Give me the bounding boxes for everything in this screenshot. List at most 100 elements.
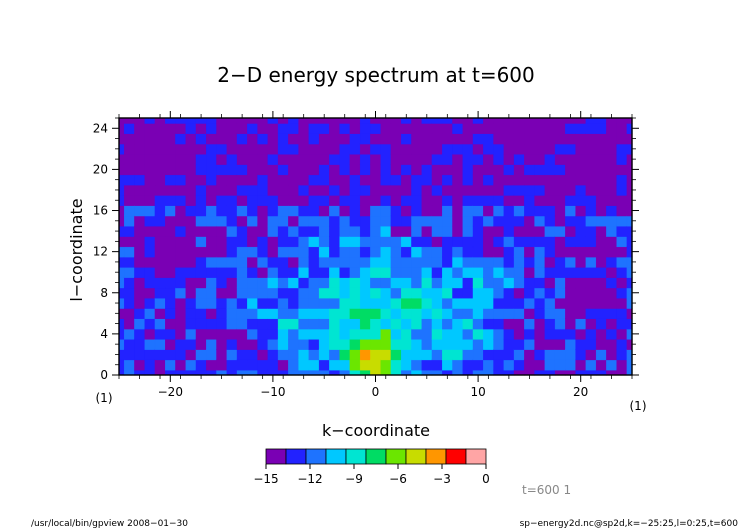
contour-cell (380, 184, 392, 196)
contour-cell (339, 164, 351, 176)
contour-cell (616, 349, 628, 361)
contour-cell (185, 143, 197, 155)
contour-cell (288, 153, 300, 165)
contour-cell (123, 359, 135, 371)
contour-cell (288, 236, 300, 248)
contour-cell (288, 117, 300, 124)
contour-cell (329, 122, 341, 134)
contour-cell (118, 287, 125, 299)
contour-cell (267, 246, 279, 258)
contour-cell (400, 338, 412, 350)
contour-cell (206, 349, 218, 361)
contour-cell (585, 359, 597, 371)
contour-cell (267, 256, 279, 268)
contour-cell (380, 256, 392, 268)
contour-cell (595, 153, 607, 165)
contour-cell (339, 205, 351, 217)
contour-cell (318, 246, 330, 258)
contour-cell (339, 153, 351, 165)
contour-cell (277, 117, 289, 124)
contour-cell (165, 174, 176, 186)
contour-cell (195, 359, 207, 371)
contour-cell (462, 338, 474, 350)
contour-cell (554, 194, 566, 206)
contour-cell (134, 297, 146, 309)
contour-cell (134, 308, 146, 320)
contour-cell (195, 225, 207, 237)
contour-cell (349, 122, 361, 134)
contour-cell (308, 117, 320, 124)
contour-cell (462, 308, 474, 320)
contour-cell (421, 122, 433, 134)
contour-cell (554, 236, 566, 248)
contour-cell (544, 287, 556, 299)
contour-cell (534, 225, 546, 237)
contour-cell (339, 318, 351, 330)
contour-cell (503, 122, 515, 134)
contour-cell (339, 266, 351, 278)
contour-cell (298, 117, 310, 124)
contour-cell (339, 236, 351, 248)
contour-cell (247, 287, 259, 299)
contour-cell (421, 184, 433, 196)
contour-cell (308, 349, 320, 361)
contour-cell (206, 122, 218, 134)
contour-cell (185, 164, 197, 176)
contour-cell (595, 308, 607, 320)
contour-cell (226, 277, 238, 289)
contour-cell (493, 256, 505, 268)
contour-cell (442, 215, 454, 227)
contour-cell (349, 194, 361, 206)
contour-cell (185, 246, 197, 258)
contour-cell (606, 225, 618, 237)
contour-cell (267, 122, 279, 134)
contour-cell (165, 133, 176, 145)
contour-cell (154, 164, 166, 176)
contour-cell (175, 205, 187, 217)
contour-cell (513, 297, 525, 309)
contour-cell (390, 143, 402, 155)
contour-cell (308, 338, 320, 350)
contour-cell (575, 133, 587, 145)
contour-cell (165, 143, 176, 155)
y-tick-label: 20 (93, 162, 108, 176)
contour-cell (534, 215, 546, 227)
contour-cell (134, 194, 146, 206)
contour-cell (257, 117, 269, 124)
contour-cell (267, 143, 279, 155)
contour-cell (616, 256, 628, 268)
contour-cell (472, 117, 484, 124)
contour-cell (277, 318, 289, 330)
contour-cell (277, 256, 289, 268)
contour-cell (616, 194, 628, 206)
contour-cell (472, 194, 484, 206)
contour-cell (339, 215, 351, 227)
contour-cell (493, 236, 505, 248)
contour-cell (339, 174, 351, 186)
contour-cell (359, 184, 371, 196)
contour-cell (452, 359, 464, 371)
contour-cell (308, 256, 320, 268)
contour-cell (472, 143, 484, 155)
contour-cell (154, 205, 166, 217)
contour-cell (370, 297, 382, 309)
contour-cell (534, 266, 546, 278)
contour-cell (318, 215, 330, 227)
contour-cell (267, 297, 279, 309)
contour-cell (195, 184, 207, 196)
contour-cell (534, 205, 546, 217)
contour-cell (390, 194, 402, 206)
contour-cell (606, 117, 618, 124)
contour-cell (524, 318, 536, 330)
contour-cell (595, 246, 607, 258)
contour-cell (524, 174, 536, 186)
contour-cell (339, 297, 351, 309)
contour-cell (483, 266, 495, 278)
contour-cell (359, 133, 371, 145)
contour-cell (247, 225, 259, 237)
contour-cell (288, 164, 300, 176)
contour-cell (165, 318, 176, 330)
colorbar-tick-label: 0 (482, 472, 490, 486)
contour-cell (257, 153, 269, 165)
contour-cell (472, 266, 484, 278)
